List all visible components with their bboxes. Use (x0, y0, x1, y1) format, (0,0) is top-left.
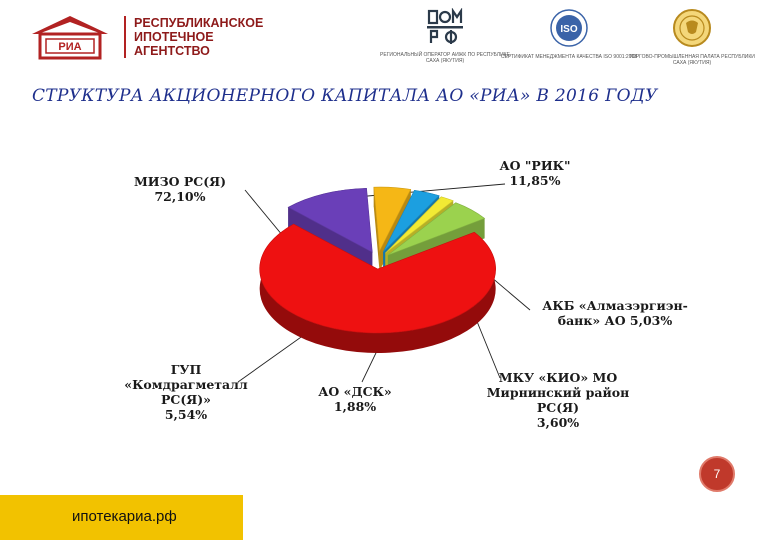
slice-label-value: 5,54% (164, 407, 208, 422)
slice-label-line: АО "РИК" (499, 158, 571, 173)
slice-label-line: РС(Я) (536, 400, 580, 415)
slice-label-line: АКБ «Алмазэргиэн- (542, 298, 688, 313)
slice-label-komdragmetall: ГУП «Комдрагметалл РС(Я)» 5,54% (116, 362, 256, 422)
iso-mark: ISO (560, 24, 577, 35)
iso-seal: ISO (550, 9, 588, 47)
slice-label-line: «Комдрагметалл (124, 377, 248, 392)
partner-iso: ISO СЕРТИФИКАТ МЕНЕДЖМЕНТА КАЧЕСТВА ISO … (499, 8, 639, 60)
slice-top-almazergien (373, 186, 412, 253)
logo-text: РИА (58, 41, 81, 53)
ria-house-logo: РИА (32, 16, 108, 60)
site-link[interactable]: ипотекариа.рф (72, 508, 177, 525)
slice-label-line: РС(Я)» (160, 392, 211, 407)
pie-slice-mizo (259, 223, 496, 353)
slice-top-kio (382, 189, 440, 253)
partner-caption: РЕГИОНАЛЬНЫЙ ОПЕРАТОР АИЖК ПО РЕСПУБЛИКЕ… (380, 52, 510, 64)
slice-label-dsk: АО «ДСК» 1,88% (300, 384, 410, 414)
slice-label-value: 1,88% (333, 399, 377, 414)
partner-caption: ТОРГОВО-ПРОМЫШЛЕННАЯ ПАЛАТА РЕСПУБЛИКИ С… (629, 54, 755, 66)
slice-label-line: АО «ДСК» (318, 384, 392, 399)
slice-top-mizo (259, 223, 496, 334)
slice-label-value: 3,60% (536, 415, 580, 430)
site-banner[interactable]: ипотекариа.рф (0, 495, 243, 540)
slice-label-kio: МКУ «КИО» МО Мирнинский район РС(Я) 3,60… (478, 370, 638, 430)
slice-label-line: Мирнинский район (486, 385, 630, 400)
partner-chamber: ТОРГОВО-ПРОМЫШЛЕННАЯ ПАЛАТА РЕСПУБЛИКИ С… (622, 8, 762, 66)
partner-dom-rf: РЕГИОНАЛЬНЫЙ ОПЕРАТОР АИЖК ПО РЕСПУБЛИКЕ… (375, 8, 515, 64)
slice-label-line: МИЗО РС(Я) (133, 174, 227, 189)
slice-label-value: 72,10% (154, 189, 206, 204)
slice-label-almazergien: АКБ «Алмазэргиэн- банк» АО 5,03% (530, 298, 700, 328)
slice-label-value: банк» АО 5,03% (557, 313, 673, 328)
slice-label-line: МКУ «КИО» МО (498, 370, 618, 385)
dom-rf-logo (427, 8, 463, 44)
partner-caption: СЕРТИФИКАТ МЕНЕДЖМЕНТА КАЧЕСТВА ISO 9001… (500, 54, 638, 60)
slice-label-line: ГУП (170, 362, 202, 377)
slice-edge-almazergien (373, 187, 380, 272)
slice-label-value: 11,85% (509, 173, 561, 188)
slice-label-rik: АО "РИК" 11,85% (480, 158, 590, 188)
agency-name: РЕСПУБЛИКАНСКОЕ ИПОТЕЧНОЕ АГЕНТСТВО (124, 16, 294, 58)
slice-top-komdragmetall (387, 202, 486, 256)
page-number: 7 (699, 456, 735, 492)
agency-line: ИПОТЕЧНОЕ (134, 30, 214, 44)
agency-line: АГЕНТСТВО (134, 44, 210, 58)
slice-label-mizo: МИЗО РС(Я) 72,10% (120, 174, 240, 204)
agency-line: РЕСПУБЛИКАНСКОЕ (134, 16, 264, 30)
slice-top-dsk (385, 196, 454, 254)
pie-slices (259, 186, 496, 353)
page-title: СТРУКТУРА АКЦИОНЕРНОГО КАПИТАЛА АО «РИА»… (32, 86, 658, 106)
slice-top-rik (287, 187, 373, 253)
chamber-of-commerce-emblem (673, 9, 711, 47)
